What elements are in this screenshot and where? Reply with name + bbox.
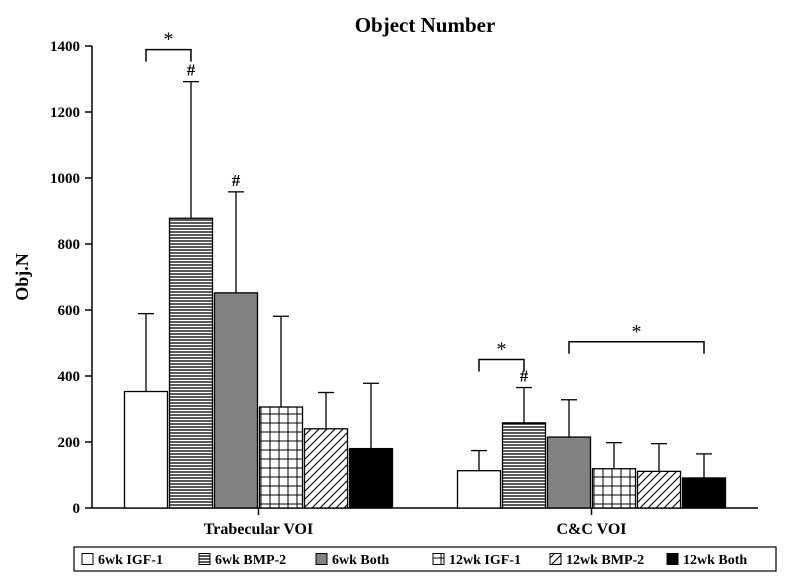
y-tick-label: 800 xyxy=(58,237,81,253)
y-tick-label: 1200 xyxy=(50,105,80,121)
bar xyxy=(350,449,393,508)
bar xyxy=(638,471,681,508)
legend-label: 12wk Both xyxy=(683,553,747,568)
y-axis-label: Obj.N xyxy=(12,253,32,301)
y-tick-label: 600 xyxy=(58,303,81,319)
chart-svg: Object Number 0 200 400 600 800 1000 1200 1400 Ob… xyxy=(0,0,800,579)
y-tick-label: 0 xyxy=(73,501,81,517)
y-tick-label: 400 xyxy=(58,369,81,385)
legend-label: 12wk IGF-1 xyxy=(449,553,521,568)
chart-title: Object Number xyxy=(355,13,496,37)
x-group-label: Trabecular VOI xyxy=(204,521,313,538)
annotation-hash: # xyxy=(187,61,196,80)
sig-label: * xyxy=(497,339,507,361)
sig-label: * xyxy=(164,29,174,51)
bar xyxy=(458,471,501,508)
legend-swatch xyxy=(82,554,93,565)
bar xyxy=(215,293,258,508)
legend-swatch xyxy=(316,554,327,565)
legend-label: 6wk IGF-1 xyxy=(98,553,163,568)
legend-label: 6wk BMP-2 xyxy=(215,553,286,568)
sig-bracket xyxy=(479,360,524,372)
bar xyxy=(503,423,546,508)
y-tick-label: 1400 xyxy=(50,39,80,55)
bar xyxy=(170,218,213,508)
x-group-label: C&C VOI xyxy=(556,521,626,538)
legend-swatch xyxy=(550,554,561,565)
sig-bracket xyxy=(146,50,191,62)
bar xyxy=(260,407,303,508)
legend-label: 12wk BMP-2 xyxy=(566,553,644,568)
chart-container: Object Number 0 200 400 600 800 1000 1200 1400 Ob… xyxy=(0,0,800,579)
legend-swatch xyxy=(667,554,678,565)
legend-label: 6wk Both xyxy=(332,553,389,568)
bar xyxy=(683,478,726,508)
annotation-hash: # xyxy=(232,171,241,190)
legend-swatch xyxy=(433,554,444,565)
legend-swatch xyxy=(199,554,210,565)
bar xyxy=(548,437,591,508)
sig-bracket xyxy=(569,342,704,354)
bar xyxy=(593,469,636,508)
bar xyxy=(305,429,348,508)
sig-label: * xyxy=(632,321,642,343)
bar xyxy=(125,392,168,508)
y-tick-label: 1000 xyxy=(50,171,80,187)
y-tick-label: 200 xyxy=(58,435,81,451)
